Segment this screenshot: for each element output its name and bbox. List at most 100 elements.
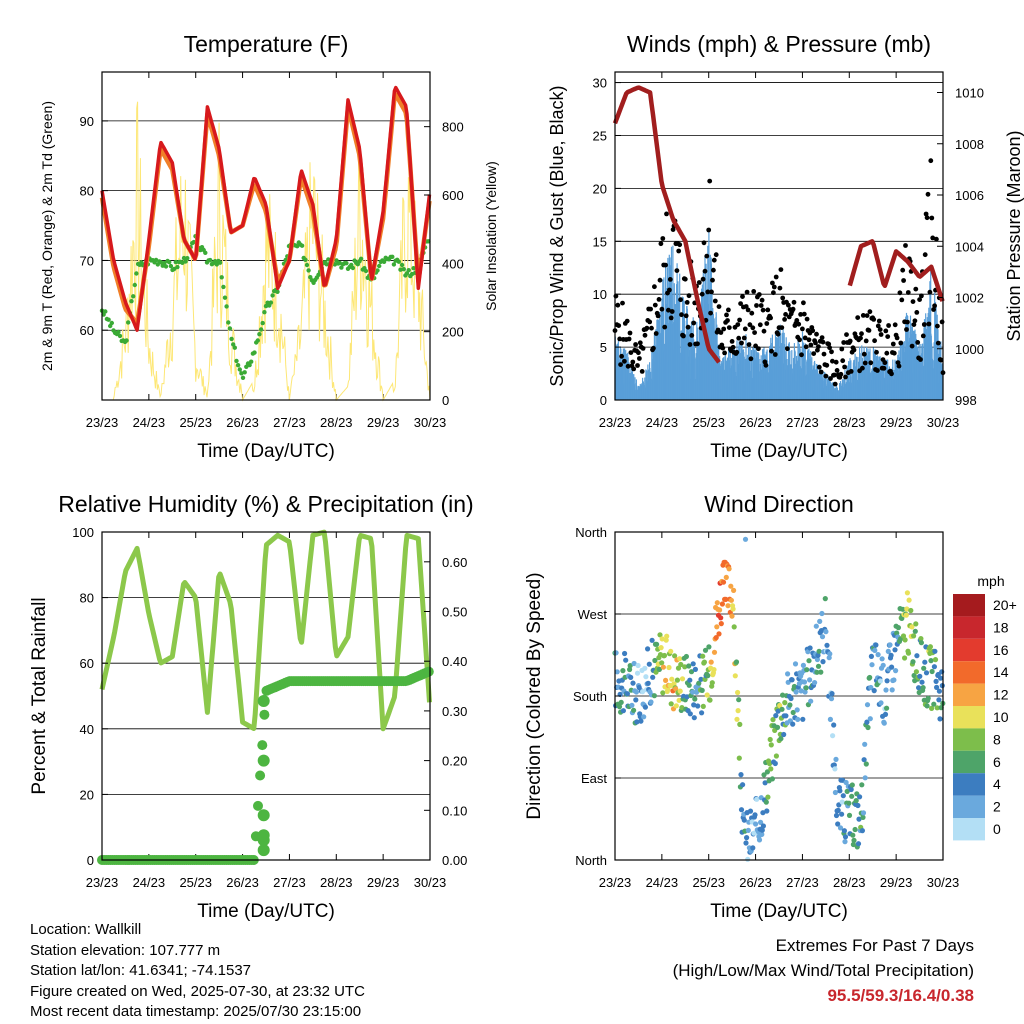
- gust-point: [620, 300, 625, 306]
- gust-point: [838, 371, 844, 377]
- gust-point: [780, 295, 786, 301]
- direction-point: [638, 718, 644, 724]
- direction-point: [812, 680, 818, 686]
- gust-point: [649, 325, 654, 331]
- gust-point: [811, 351, 817, 356]
- direction-point: [702, 647, 709, 653]
- direction-point: [640, 689, 646, 695]
- dewpoint-point: [247, 362, 252, 368]
- gust-point: [677, 242, 683, 248]
- direction-point: [660, 664, 667, 670]
- direction-point: [820, 659, 826, 665]
- pressure-line: [612, 85, 945, 364]
- colorbar-swatch: [953, 818, 985, 841]
- gust-point: [868, 360, 874, 366]
- gust-point: [920, 333, 926, 339]
- gust-point: [763, 362, 769, 368]
- gust-point: [875, 323, 881, 329]
- colorbar-label: 18: [993, 619, 1009, 635]
- direction-point: [850, 832, 856, 838]
- gust-point: [847, 338, 853, 344]
- direction-point: [695, 703, 701, 709]
- gust-point: [669, 309, 675, 314]
- gust-point: [652, 302, 658, 308]
- gust-point: [797, 337, 802, 343]
- direction-point: [842, 834, 849, 840]
- gust-point: [749, 310, 755, 316]
- direction-point: [773, 713, 779, 719]
- gust-point: [747, 322, 753, 328]
- direction-point: [884, 705, 890, 711]
- direction-point: [925, 695, 931, 701]
- direction-point: [651, 693, 658, 699]
- colorbar-title: mph: [977, 573, 1004, 589]
- gust-point: [657, 277, 663, 283]
- gust-point: [890, 341, 896, 347]
- direction-point: [880, 662, 886, 668]
- gust-point: [892, 322, 898, 328]
- dewpoint-point: [167, 259, 172, 265]
- direction-point: [706, 644, 712, 650]
- direction-point: [846, 812, 853, 819]
- direction-point: [909, 624, 915, 630]
- direction-point: [829, 691, 835, 697]
- gust-point: [874, 349, 879, 355]
- extremes-heading: Extremes For Past 7 Days: [775, 936, 974, 955]
- gust-point: [773, 274, 779, 280]
- y-axis-label-0: 2m & 9m T (Red, Orange) & 2m Td (Green): [39, 101, 55, 371]
- direction-point: [740, 782, 746, 788]
- x-tick-label-2: 23/23: [86, 875, 119, 890]
- gust-point: [871, 317, 877, 322]
- direction-point: [889, 687, 895, 693]
- y-tick-label-0: 60: [80, 323, 94, 338]
- dewpoint-point: [249, 359, 254, 364]
- y2-tick-label-0: 400: [442, 256, 464, 271]
- direction-point: [863, 761, 869, 767]
- direction-point: [614, 669, 620, 675]
- y2-tick-label-0: 600: [442, 188, 464, 203]
- gust-point: [915, 340, 921, 345]
- gust-point: [759, 297, 765, 303]
- precip-point: [257, 740, 268, 751]
- gust-point: [771, 290, 776, 296]
- direction-point: [934, 684, 940, 691]
- direction-point: [751, 830, 757, 836]
- direction-point: [683, 653, 690, 660]
- gust-point: [775, 331, 781, 337]
- direction-point: [868, 684, 874, 691]
- x-tick-label-1: 23/23: [599, 415, 632, 430]
- gust-point: [683, 313, 689, 319]
- direction-point: [633, 697, 639, 703]
- direction-point: [853, 798, 859, 804]
- direction-point: [862, 775, 868, 781]
- gust-point: [722, 350, 727, 356]
- x-tick-label-2: 26/23: [226, 875, 259, 890]
- gust-point: [844, 332, 849, 337]
- direction-point: [750, 845, 756, 851]
- gust-point: [925, 191, 931, 197]
- direction-point: [867, 674, 873, 681]
- dewpoint-point: [185, 256, 190, 261]
- direction-point: [902, 637, 908, 643]
- direction-point: [718, 621, 724, 627]
- dewpoint-point: [208, 257, 213, 263]
- gust-point: [778, 267, 784, 272]
- gust-point: [744, 289, 750, 295]
- x-tick-label-1: 25/23: [692, 415, 725, 430]
- gust-point: [756, 292, 762, 297]
- direction-point: [618, 699, 624, 706]
- direction-point: [873, 642, 879, 648]
- dewpoint-point: [132, 282, 137, 288]
- gust-point: [922, 252, 928, 258]
- colorbar-swatch: [953, 773, 985, 796]
- direction-point: [793, 689, 799, 695]
- direction-point: [728, 597, 735, 603]
- dewpoint-point: [303, 257, 308, 262]
- gust-point: [764, 321, 770, 326]
- direction-point: [916, 685, 922, 691]
- x-tick-label-1: 27/23: [786, 415, 819, 430]
- y2-tick-label-0: 200: [442, 325, 464, 340]
- direction-point: [686, 663, 692, 669]
- gust-point: [829, 349, 834, 355]
- dewpoint-point: [391, 262, 397, 267]
